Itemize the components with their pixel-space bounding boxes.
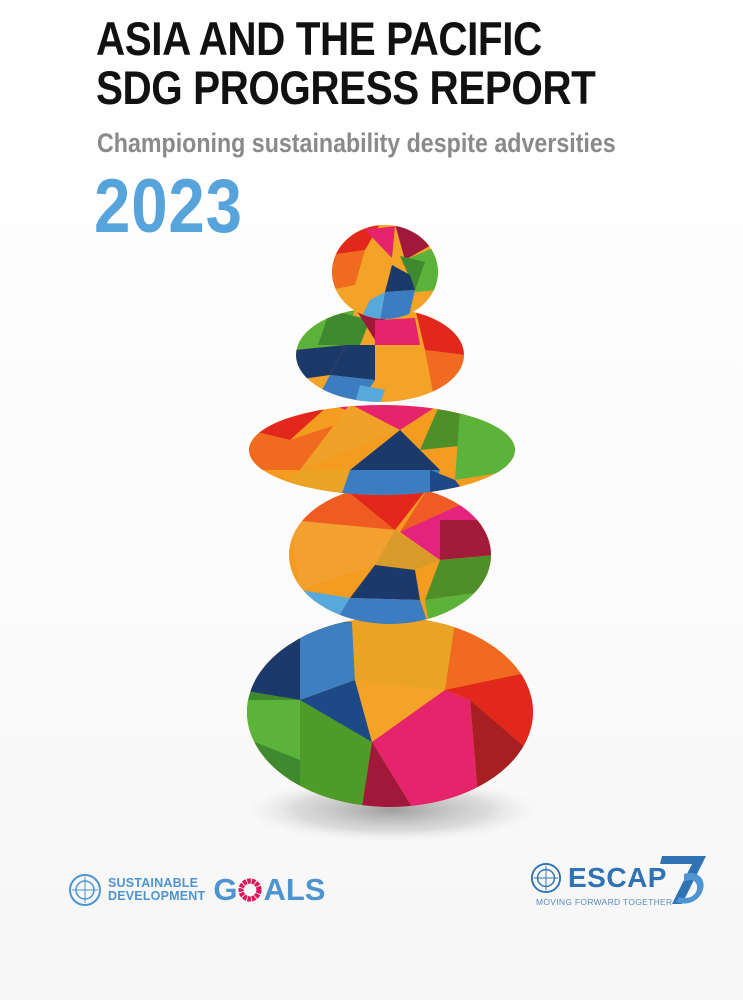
report-subtitle: Championing sustainability despite adver… <box>97 128 616 158</box>
sdg-line-2: DEVELOPMENT <box>108 889 206 903</box>
goals-g: G <box>213 872 238 907</box>
stone-2 <box>296 308 464 402</box>
escap-75-mark <box>660 856 706 904</box>
un-emblem-icon <box>69 874 101 906</box>
un-emblem-icon <box>530 862 562 894</box>
stone-4 <box>289 486 491 624</box>
escap-logo: ESCAP MOVING FORWARD TOGETHER <box>530 852 720 912</box>
goals-rest: ALS <box>263 872 326 907</box>
goals-wordmark: G ALS <box>213 874 325 906</box>
sdg-logo: SUSTAINABLE DEVELOPMENT G ALS <box>68 872 325 908</box>
sdg-color-wheel-icon <box>238 878 262 902</box>
stone-5 <box>247 617 533 807</box>
stone-shadow <box>232 775 552 845</box>
stone-1 <box>332 225 438 319</box>
stone-3 <box>249 405 515 495</box>
title-line-1: ASIA AND THE PACIFIC <box>96 12 542 65</box>
report-title: ASIA AND THE PACIFIC SDG PROGRESS REPORT <box>96 12 596 114</box>
report-year: 2023 <box>94 164 243 249</box>
sdg-line-1: SUSTAINABLE <box>108 876 199 890</box>
escap-tagline: MOVING FORWARD TOGETHER <box>536 897 673 907</box>
title-line-2: SDG PROGRESS REPORT <box>96 61 596 114</box>
escap-name: ESCAP <box>568 862 667 893</box>
